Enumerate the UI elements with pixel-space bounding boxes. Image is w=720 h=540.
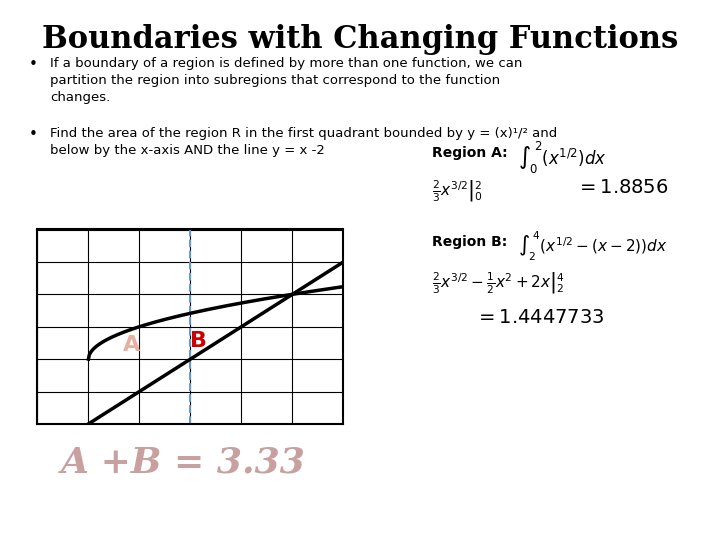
Text: $\int_0^{\,2} (x^{1/2})dx$: $\int_0^{\,2} (x^{1/2})dx$ <box>518 140 607 177</box>
Text: $\left.\frac{2}{3}x^{3/2}\right|_0^2$: $\left.\frac{2}{3}x^{3/2}\right|_0^2$ <box>432 178 483 204</box>
Text: •: • <box>29 57 37 72</box>
Text: $\int_2^{\,4} (x^{1/2} - (x-2))dx$: $\int_2^{\,4} (x^{1/2} - (x-2))dx$ <box>518 230 668 263</box>
Text: Region A:: Region A: <box>432 146 508 160</box>
Text: $\left.\frac{2}{3}x^{3/2} - \frac{1}{2}x^2 + 2x\right|_2^4$: $\left.\frac{2}{3}x^{3/2} - \frac{1}{2}x… <box>432 270 564 296</box>
Text: $= 1.8856$: $= 1.8856$ <box>576 178 668 197</box>
Text: •: • <box>29 127 37 142</box>
Text: If a boundary of a region is defined by more than one function, we can
partition: If a boundary of a region is defined by … <box>50 57 523 104</box>
Text: B: B <box>189 331 207 352</box>
Text: Find the area of the region R in the first quadrant bounded by y = (x)¹/² and
be: Find the area of the region R in the fir… <box>50 127 558 157</box>
Text: Boundaries with Changing Functions: Boundaries with Changing Functions <box>42 24 678 55</box>
Text: A +B = 3.33: A +B = 3.33 <box>61 446 306 480</box>
Text: A: A <box>123 334 140 355</box>
Text: $= 1.4447733$: $= 1.4447733$ <box>475 308 605 327</box>
Text: Region B:: Region B: <box>432 235 508 249</box>
